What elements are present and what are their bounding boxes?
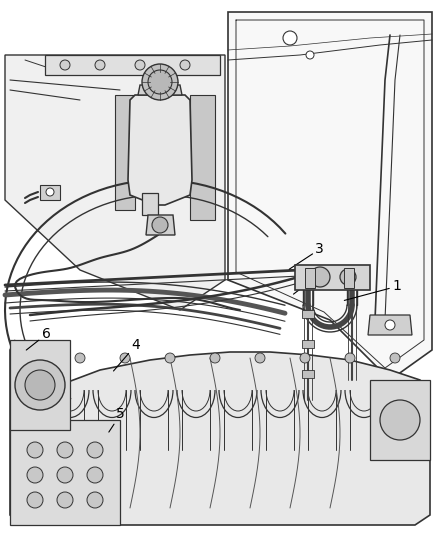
Circle shape	[165, 353, 175, 363]
Polygon shape	[228, 12, 432, 380]
Polygon shape	[40, 185, 60, 200]
Polygon shape	[302, 310, 314, 318]
Circle shape	[385, 320, 395, 330]
Circle shape	[255, 353, 265, 363]
Polygon shape	[190, 95, 215, 220]
Circle shape	[75, 353, 85, 363]
Circle shape	[57, 492, 73, 508]
Circle shape	[340, 269, 356, 285]
Text: 2: 2	[293, 269, 322, 294]
Circle shape	[152, 217, 168, 233]
Circle shape	[142, 64, 178, 100]
Circle shape	[95, 60, 105, 70]
Polygon shape	[344, 268, 354, 288]
Polygon shape	[10, 420, 120, 525]
Circle shape	[300, 353, 310, 363]
Circle shape	[135, 60, 145, 70]
Circle shape	[210, 353, 220, 363]
Text: 3: 3	[289, 242, 324, 269]
Polygon shape	[146, 215, 175, 235]
Polygon shape	[10, 340, 430, 525]
Circle shape	[27, 492, 43, 508]
Polygon shape	[45, 55, 220, 75]
Circle shape	[60, 60, 70, 70]
Circle shape	[345, 353, 355, 363]
Polygon shape	[138, 85, 182, 95]
Circle shape	[310, 267, 330, 287]
Text: 5: 5	[109, 407, 125, 432]
Circle shape	[87, 442, 103, 458]
Circle shape	[87, 492, 103, 508]
Polygon shape	[368, 315, 412, 335]
Circle shape	[57, 442, 73, 458]
Circle shape	[15, 360, 65, 410]
Text: 6: 6	[26, 327, 50, 350]
Polygon shape	[370, 380, 430, 460]
Circle shape	[27, 467, 43, 483]
Circle shape	[390, 353, 400, 363]
Polygon shape	[115, 95, 135, 210]
Circle shape	[87, 467, 103, 483]
Circle shape	[180, 60, 190, 70]
Circle shape	[283, 31, 297, 45]
Circle shape	[46, 188, 54, 196]
Polygon shape	[302, 370, 314, 378]
Text: 4: 4	[113, 338, 140, 371]
Circle shape	[25, 370, 55, 400]
Circle shape	[27, 442, 43, 458]
Polygon shape	[302, 340, 314, 348]
Circle shape	[120, 353, 130, 363]
Polygon shape	[295, 265, 370, 290]
Polygon shape	[128, 95, 192, 205]
Circle shape	[57, 467, 73, 483]
Circle shape	[380, 400, 420, 440]
Circle shape	[306, 51, 314, 59]
Text: 1: 1	[344, 279, 401, 301]
Circle shape	[148, 70, 172, 94]
Polygon shape	[5, 55, 225, 310]
Polygon shape	[305, 268, 315, 288]
Polygon shape	[142, 193, 158, 215]
Polygon shape	[10, 340, 70, 430]
